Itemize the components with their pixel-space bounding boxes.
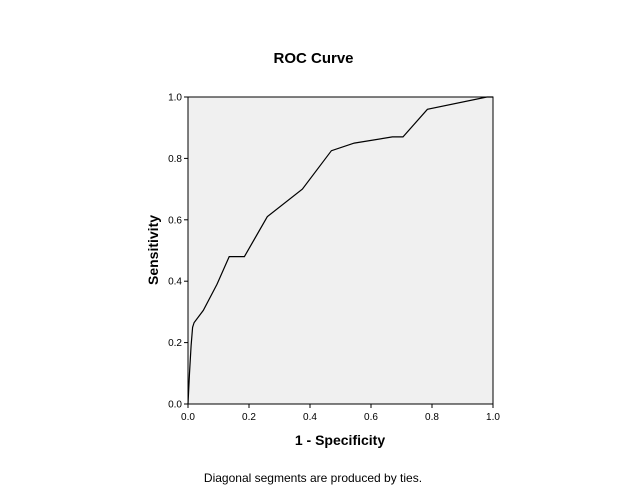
chart-title: ROC Curve (273, 50, 353, 67)
roc-curve-line (187, 96, 493, 405)
x-tick-label: 1.0 (486, 412, 500, 423)
y-tick-label: 0.8 (168, 154, 182, 165)
x-axis: 0.0 0.2 0.4 0.6 0.8 1.0 (181, 404, 500, 423)
y-axis: 0.0 0.2 0.4 0.6 0.8 1.0 (168, 93, 188, 411)
x-tick-label: 0.0 (181, 412, 195, 423)
y-tick-label: 0.4 (168, 277, 182, 288)
x-tick-label: 0.4 (303, 412, 317, 423)
x-tick-label: 0.8 (425, 412, 439, 423)
x-tick-label: 0.2 (242, 412, 256, 423)
y-axis-label: Sensitivity (145, 215, 161, 285)
plot-area (188, 97, 493, 404)
plot-frame (187, 96, 494, 405)
chart-footnote: Diagonal segments are produced by ties. (204, 471, 422, 485)
x-axis-label: 1 - Specificity (295, 432, 385, 448)
y-tick-label: 0.6 (168, 215, 182, 226)
y-tick-label: 0.0 (168, 400, 182, 411)
x-tick-label: 0.6 (364, 412, 378, 423)
y-tick-label: 0.2 (168, 338, 182, 349)
y-tick-label: 1.0 (168, 93, 182, 104)
